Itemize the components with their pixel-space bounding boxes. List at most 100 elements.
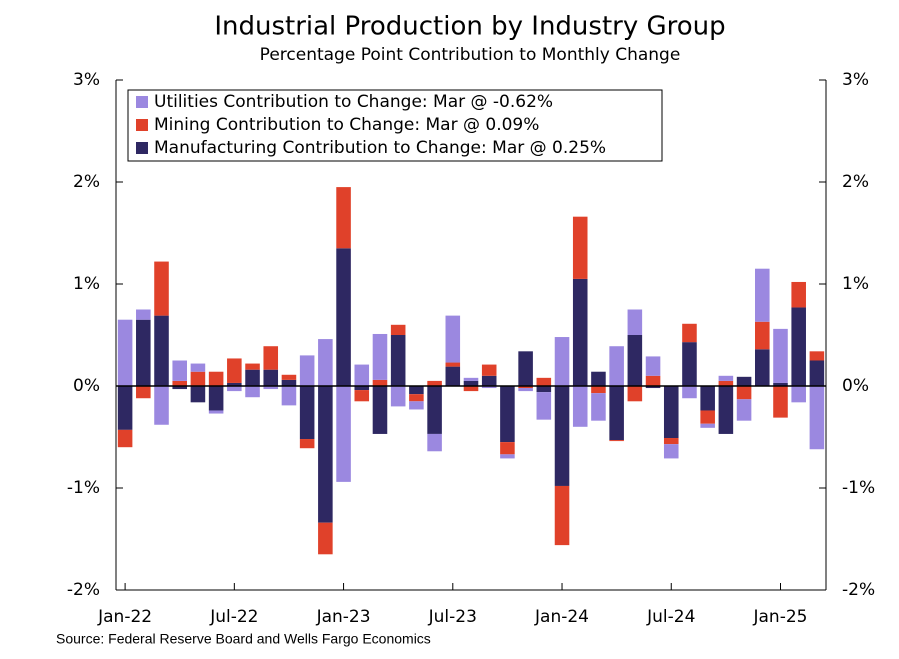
bar	[663, 444, 679, 459]
bar	[409, 394, 424, 402]
bar	[682, 386, 697, 399]
bar	[591, 393, 606, 421]
bar	[773, 386, 788, 418]
bar	[190, 371, 206, 386]
bar	[809, 386, 825, 450]
bar	[773, 328, 788, 383]
bar	[718, 375, 734, 381]
bar	[390, 324, 406, 335]
y2-tick-label: 1%	[842, 274, 869, 294]
bar	[208, 410, 224, 414]
bar	[299, 355, 315, 386]
bar	[409, 401, 424, 410]
bar	[773, 382, 788, 386]
bar	[736, 376, 752, 386]
x-tick-label: Jul-23	[428, 607, 477, 627]
bar	[227, 386, 242, 392]
bar	[154, 315, 169, 386]
bar	[117, 386, 133, 430]
bar	[736, 386, 752, 400]
bar	[481, 364, 497, 376]
bar	[791, 281, 806, 308]
bar	[591, 386, 606, 394]
bar	[481, 386, 497, 389]
bar	[682, 342, 697, 386]
bar	[682, 323, 697, 343]
bar	[263, 386, 279, 390]
bar	[263, 369, 279, 386]
bar	[463, 380, 479, 386]
bar	[663, 438, 679, 445]
bar	[736, 399, 752, 421]
y-tick-label: -2%	[67, 580, 100, 600]
y-tick-label: 0%	[73, 376, 100, 396]
bar	[791, 307, 806, 386]
y2-tick-label: -1%	[842, 478, 875, 498]
bar	[609, 386, 624, 441]
bar	[591, 371, 606, 386]
bar	[755, 349, 770, 386]
bar	[117, 319, 133, 386]
chart-title: Industrial Production by Industry Group	[214, 12, 725, 42]
bar	[318, 386, 333, 523]
chart-subtitle: Percentage Point Contribution to Monthly…	[260, 45, 681, 65]
bar	[227, 382, 242, 386]
bar	[245, 386, 260, 398]
bar	[518, 351, 533, 386]
bar	[481, 375, 497, 386]
bar	[190, 363, 206, 372]
bar	[755, 321, 770, 350]
bar	[518, 388, 533, 392]
x-tick-label: Jul-24	[646, 607, 695, 627]
bar	[427, 386, 442, 434]
bar	[372, 379, 388, 386]
bar	[336, 386, 351, 482]
bar	[627, 309, 643, 335]
bar	[718, 386, 734, 434]
bar	[245, 363, 260, 370]
y-tick-label: 3%	[73, 70, 100, 90]
bar	[463, 386, 479, 392]
bar	[500, 454, 515, 459]
bar	[572, 216, 588, 279]
legend-label: Utilities Contribution to Change: Mar @ …	[154, 92, 553, 112]
bar	[390, 335, 406, 386]
bar	[172, 386, 187, 390]
legend-label: Mining Contribution to Change: Mar @ 0.0…	[154, 115, 539, 135]
bar	[536, 377, 552, 386]
y-tick-label: 2%	[73, 172, 100, 192]
bar	[445, 366, 461, 386]
legend-label: Manufacturing Contribution to Change: Ma…	[154, 138, 606, 158]
bar	[172, 360, 187, 381]
bar	[554, 485, 570, 546]
bar	[372, 386, 388, 434]
bar	[609, 346, 624, 386]
bar	[700, 410, 715, 424]
bar	[354, 386, 370, 391]
bar	[663, 386, 679, 439]
bar	[336, 248, 351, 386]
bar	[700, 386, 715, 411]
bar	[554, 386, 570, 486]
bar	[755, 268, 770, 322]
x-tick-label: Jan-25	[752, 607, 807, 627]
bar	[136, 309, 151, 320]
bar	[190, 386, 206, 403]
y2-tick-label: 2%	[842, 172, 869, 192]
y-tick-label: -1%	[67, 478, 100, 498]
y2-tick-label: -2%	[842, 580, 875, 600]
bar	[390, 386, 406, 407]
x-tick-label: Jul-22	[209, 607, 258, 627]
bar	[718, 380, 734, 386]
bar	[427, 433, 442, 452]
bar	[154, 386, 169, 425]
bar	[609, 440, 624, 442]
bar	[245, 369, 260, 386]
bar	[700, 423, 715, 428]
x-tick-label: Jan-23	[316, 607, 371, 627]
y2-tick-label: 0%	[842, 376, 869, 396]
bar	[299, 386, 315, 440]
bar	[281, 374, 297, 380]
bar	[299, 439, 315, 449]
